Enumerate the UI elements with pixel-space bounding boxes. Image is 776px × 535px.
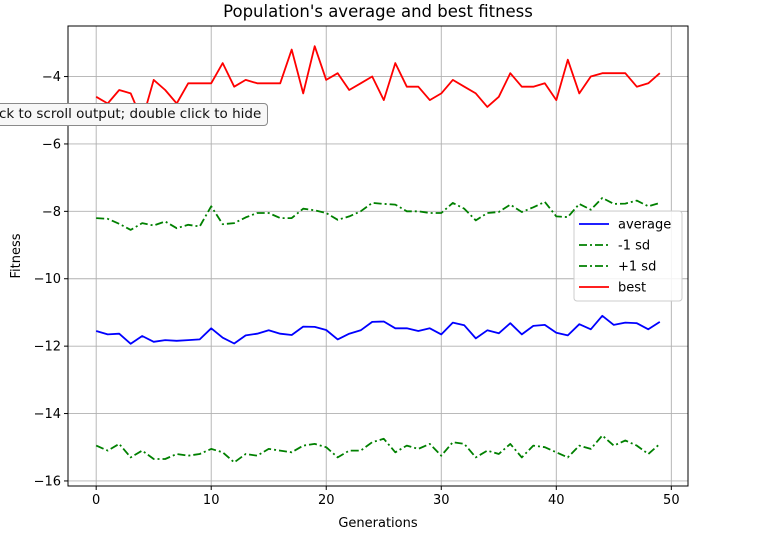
y-tick-label: −6: [42, 137, 61, 152]
plot-frame: [67, 25, 689, 487]
output-scroll-tooltip[interactable]: ck to scroll output; double click to hid…: [0, 103, 269, 126]
y-tick-label: −10: [34, 272, 61, 287]
x-tick-label: 20: [318, 493, 335, 508]
x-tick-label: 30: [433, 493, 450, 508]
series-lines: [95, 45, 661, 464]
axis-ticks: 0 10 20 30 40 50 −16 −14 −12 −10 −8 −6 −4: [34, 70, 680, 508]
legend-label: best: [618, 281, 646, 296]
y-tick-label: −4: [42, 70, 61, 85]
legend: average -1 sd +1 sd best: [573, 210, 683, 302]
x-axis-label: Generations: [338, 516, 418, 531]
legend-label: -1 sd: [618, 239, 650, 254]
series-line-best: [95, 45, 661, 122]
series-line-average: [95, 314, 661, 345]
x-tick-label: 0: [92, 493, 100, 508]
x-tick-label: 10: [203, 493, 220, 508]
legend-label: average: [618, 218, 671, 233]
y-tick-label: −14: [34, 407, 61, 422]
x-tick-label: 50: [663, 493, 680, 508]
y-tick-label: −12: [34, 340, 61, 355]
legend-box: [573, 210, 683, 302]
series-line-1-sd: [96, 196, 661, 231]
y-tick-label: −16: [34, 474, 61, 489]
y-axis-label: Fitness: [9, 233, 24, 278]
x-tick-label: 40: [548, 493, 565, 508]
y-tick-label: −8: [42, 205, 61, 220]
legend-label: +1 sd: [618, 260, 656, 275]
series-line-1-sd: [95, 434, 661, 464]
chart-title: Population's average and best fitness: [223, 2, 533, 21]
